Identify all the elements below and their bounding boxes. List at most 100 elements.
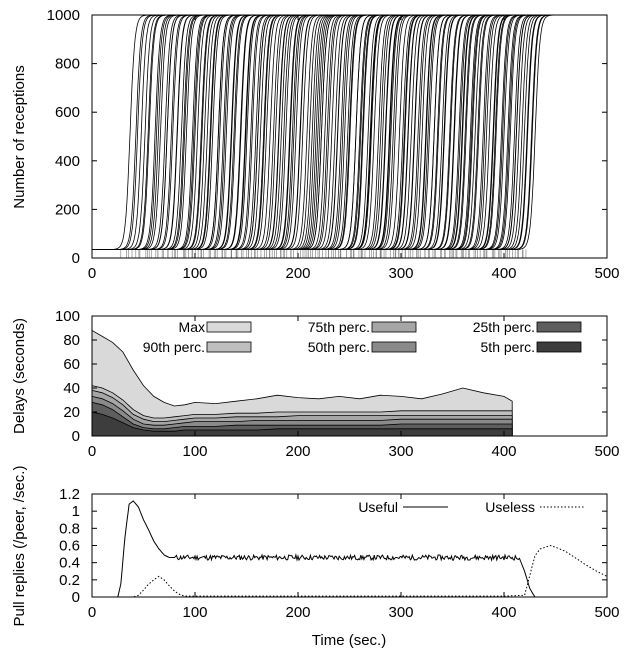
reception-curve bbox=[92, 14, 533, 250]
delays-legend: Max 90th perc. 75th perc. 50th perc. 25th pe… bbox=[143, 319, 582, 355]
reception-curve bbox=[92, 14, 457, 250]
reception-curve bbox=[92, 14, 212, 250]
reception-curve bbox=[92, 14, 314, 250]
reception-curve bbox=[92, 14, 421, 250]
reception-curve bbox=[92, 14, 484, 250]
reception-curve bbox=[92, 14, 446, 250]
legend-label: 50th perc. bbox=[308, 339, 370, 355]
reception-curve bbox=[92, 14, 494, 250]
reception-curve bbox=[92, 14, 438, 250]
reception-curve bbox=[92, 14, 529, 250]
reception-curve bbox=[92, 14, 387, 250]
reception-curve bbox=[92, 14, 463, 250]
reception-curve bbox=[92, 14, 479, 250]
reception-curve bbox=[92, 14, 404, 250]
reception-curve bbox=[92, 14, 379, 250]
reception-curve bbox=[92, 14, 311, 250]
delay-area bbox=[91, 329, 513, 437]
delay-area bbox=[91, 401, 513, 437]
y-tick-label: 80 bbox=[63, 332, 80, 349]
x-tick-label: 100 bbox=[182, 265, 207, 282]
legend-swatch bbox=[371, 341, 417, 353]
reception-curve bbox=[92, 14, 497, 250]
reception-curve bbox=[92, 14, 229, 250]
reception-curve bbox=[92, 14, 448, 250]
reception-curve bbox=[92, 14, 485, 250]
reception-curve bbox=[92, 14, 276, 250]
reception-curve bbox=[92, 14, 363, 250]
reception-curve bbox=[92, 14, 473, 250]
reception-curve bbox=[92, 14, 185, 250]
reception-curve bbox=[92, 14, 491, 250]
x-tick-label: 100 bbox=[182, 443, 207, 460]
y-tick-label: 1000 bbox=[47, 7, 80, 24]
x-tick-label: 0 bbox=[88, 443, 96, 460]
y-tick-label: 0.6 bbox=[59, 538, 80, 555]
reception-curve bbox=[92, 14, 389, 250]
reception-curve bbox=[92, 14, 356, 250]
x-tick-label: 0 bbox=[88, 265, 96, 282]
reception-curve bbox=[92, 14, 390, 250]
reception-curve bbox=[92, 14, 174, 250]
legend-label: Useful bbox=[358, 499, 398, 515]
reception-curves bbox=[92, 14, 554, 258]
reception-curve bbox=[92, 14, 297, 250]
reception-curve bbox=[92, 14, 520, 250]
x-tick-label: 300 bbox=[388, 604, 413, 621]
reception-curve bbox=[92, 14, 259, 250]
x-tick-label: 400 bbox=[491, 604, 516, 621]
reception-curve bbox=[92, 14, 523, 250]
receptions-y-axis-title: Number of receptions bbox=[11, 65, 28, 208]
reception-curve bbox=[92, 14, 423, 250]
legend-label: Max bbox=[179, 319, 205, 335]
x-tick-label: 300 bbox=[388, 443, 413, 460]
reception-curve bbox=[92, 14, 453, 250]
reception-curve bbox=[92, 14, 427, 250]
delays-panel: 0 100 200 300 400 500 0 20 40 60 80 100 Max 90th per… bbox=[11, 308, 620, 460]
reception-curve bbox=[92, 14, 216, 250]
reception-curve bbox=[92, 14, 409, 250]
y-tick-label: 0.2 bbox=[59, 572, 80, 589]
reception-curve bbox=[92, 14, 223, 250]
reception-curve bbox=[92, 14, 168, 250]
legend-label: 5th perc. bbox=[481, 339, 535, 355]
y-tick-label: 600 bbox=[55, 104, 80, 121]
reception-curve bbox=[92, 14, 343, 250]
reception-curve bbox=[92, 14, 401, 250]
receptions-ticks: 0 100 200 300 400 500 0 200 400 600 800 1000 bbox=[47, 7, 620, 282]
legend-label: 90th perc. bbox=[143, 339, 205, 355]
reception-curve bbox=[92, 14, 551, 250]
reception-curve bbox=[92, 14, 242, 250]
reception-curve bbox=[92, 14, 245, 250]
reception-curve bbox=[92, 14, 554, 250]
reception-curve bbox=[92, 14, 477, 250]
reception-curve bbox=[92, 14, 186, 250]
reception-curve bbox=[92, 14, 271, 250]
reception-curve bbox=[92, 14, 397, 250]
reception-curve bbox=[92, 14, 505, 250]
reception-curve bbox=[92, 14, 502, 250]
y-tick-label: 20 bbox=[63, 404, 80, 421]
reception-curve bbox=[92, 14, 444, 250]
delays-plot-frame bbox=[91, 315, 608, 437]
reception-curve bbox=[92, 14, 148, 250]
legend-swatch bbox=[206, 321, 252, 333]
reception-curve bbox=[92, 14, 521, 250]
reception-curve bbox=[92, 14, 156, 250]
reception-curve bbox=[92, 14, 203, 250]
reception-curve bbox=[92, 14, 359, 250]
reception-curve bbox=[92, 14, 254, 250]
reception-curve bbox=[92, 14, 481, 250]
reception-curve bbox=[92, 14, 321, 250]
reception-curve bbox=[92, 14, 336, 250]
reception-curve bbox=[92, 14, 366, 250]
x-tick-label: 400 bbox=[491, 443, 516, 460]
reception-curve bbox=[92, 14, 179, 250]
y-tick-label: 1 bbox=[72, 503, 80, 520]
reception-curve bbox=[92, 14, 489, 250]
reception-curve bbox=[92, 14, 496, 250]
x-tick-label: 400 bbox=[491, 265, 516, 282]
y-tick-label: 1.2 bbox=[59, 486, 80, 503]
